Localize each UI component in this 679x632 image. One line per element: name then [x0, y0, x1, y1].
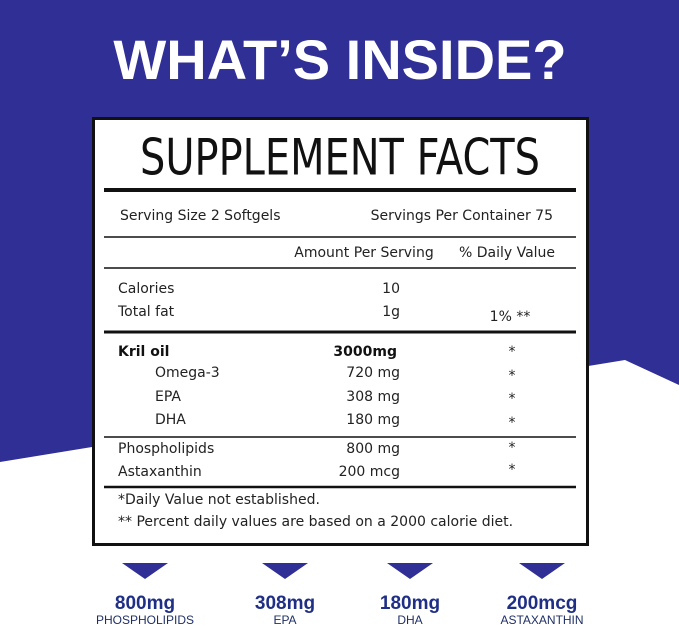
daily-value: *: [509, 344, 516, 360]
arrow-marker: [519, 563, 565, 579]
highlight-value: 200mcg: [507, 593, 578, 614]
daily-value: *: [509, 391, 516, 407]
daily-value: 1% **: [490, 309, 531, 325]
highlight-label: ASTAXANTHIN: [500, 613, 583, 627]
nutrient-amount: 800 mg: [346, 441, 400, 457]
nutrient-name: Omega-3: [155, 365, 220, 381]
title: WHAT’S INSIDE?: [113, 28, 566, 91]
nutrient-name: Total fat: [117, 304, 175, 320]
highlight-value: 180mg: [380, 593, 440, 614]
nutrient-amount: 1g: [382, 304, 400, 320]
nutrient-amount: 3000mg: [333, 344, 397, 360]
nutrient-amount: 720 mg: [346, 365, 400, 381]
highlight-label: PHOSPHOLIPIDS: [96, 613, 194, 627]
highlight-label: EPA: [273, 613, 296, 627]
highlight-value: 308mg: [255, 593, 315, 614]
daily-value: *: [509, 368, 516, 384]
nutrient-amount: 10: [382, 281, 400, 297]
arrow-marker: [262, 563, 308, 579]
nutrient-name: Astaxanthin: [118, 464, 202, 480]
column-header: % Daily Value: [459, 245, 555, 261]
serving-size: Serving Size 2 Softgels: [120, 208, 281, 224]
arrow-marker: [387, 563, 433, 579]
highlight-label: DHA: [397, 613, 422, 627]
footnote: *Daily Value not established.: [118, 492, 320, 508]
arrow-marker: [122, 563, 168, 579]
daily-value: *: [509, 415, 516, 431]
nutrient-name: EPA: [155, 389, 181, 405]
facts-title: SUPPLEMENT FACTS: [140, 129, 540, 187]
footnote: ** Percent daily values are based on a 2…: [118, 514, 513, 530]
nutrient-name: Phospholipids: [118, 441, 214, 457]
servings-per-container: Servings Per Container 75: [371, 208, 553, 224]
nutrient-amount: 180 mg: [346, 412, 400, 428]
nutrient-name: Calories: [118, 281, 174, 297]
nutrient-name: DHA: [155, 412, 186, 428]
nutrient-amount: 200 mcg: [339, 464, 400, 480]
nutrient-amount: 308 mg: [346, 389, 400, 405]
daily-value: *: [509, 462, 516, 478]
nutrient-name: Kril oil: [118, 344, 169, 360]
highlight-value: 800mg: [115, 593, 175, 614]
column-header: Amount Per Serving: [294, 245, 433, 261]
daily-value: *: [509, 440, 516, 456]
